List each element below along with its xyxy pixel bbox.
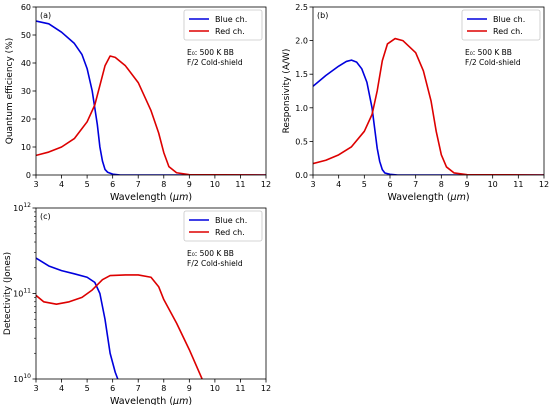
annotation-source: E₀: 500 K BB (187, 48, 234, 57)
y-tick-label: 0.0 (295, 171, 308, 180)
x-tick-label: 9 (187, 384, 192, 393)
x-tick-label: 7 (136, 180, 141, 189)
legend-box (183, 9, 263, 41)
legend-box (183, 210, 263, 242)
x-tick-label: 7 (136, 384, 141, 393)
series-line-blue (36, 257, 119, 379)
y-tick-label: 40 (21, 59, 31, 68)
legend-label: Red ch. (493, 27, 523, 36)
annotation-coldshield: F/2 Cold-shield (465, 58, 521, 67)
plot-frame (312, 6, 545, 176)
annotation-source: E₀: 500 K BB (187, 249, 234, 258)
y-tick-label: 30 (21, 87, 31, 96)
series-line-blue (313, 59, 544, 175)
x-tick-label: 10 (210, 180, 220, 189)
legend-box (461, 9, 541, 41)
series-line-red (36, 274, 203, 379)
y-tick-label: 1.0 (295, 104, 308, 113)
x-tick-label: 8 (161, 180, 166, 189)
y-axis-label: Responsivity (A/W) (282, 49, 292, 134)
x-tick-label: 8 (439, 180, 444, 189)
legend-label: Blue ch. (215, 216, 247, 225)
x-tick-label: 5 (362, 180, 367, 189)
series-line-red (313, 37, 544, 175)
y-tick-label: 0 (26, 171, 31, 180)
panel-label: (a) (40, 11, 51, 20)
x-axis-label: Wavelength (μm) (110, 396, 192, 405)
y-tick-label: 1012 (13, 202, 31, 213)
y-tick-label: 2.0 (295, 37, 308, 46)
x-tick-label: 5 (85, 384, 90, 393)
x-tick-label: 5 (85, 180, 90, 189)
x-tick-label: 12 (261, 180, 271, 189)
x-tick-label: 6 (387, 180, 392, 189)
y-axis-label: Detectivity (Jones) (3, 252, 13, 335)
x-tick-label: 6 (110, 384, 115, 393)
x-tick-label: 7 (413, 180, 418, 189)
legend-label: Red ch. (215, 27, 245, 36)
y-tick-label: 1010 (13, 373, 31, 384)
x-tick-label: 6 (110, 180, 115, 189)
x-tick-label: 4 (59, 384, 64, 393)
x-tick-label: 10 (488, 180, 498, 189)
x-tick-label: 3 (33, 384, 38, 393)
x-tick-label: 8 (161, 384, 166, 393)
x-tick-label: 3 (310, 180, 315, 189)
y-tick-label: 2.5 (295, 3, 308, 12)
series-line-red (36, 55, 266, 175)
annotation-source: E₀: 500 K BB (465, 48, 512, 57)
x-tick-label: 3 (33, 180, 38, 189)
y-tick-label: 60 (21, 3, 31, 12)
x-axis-label: Wavelength (μm) (387, 192, 469, 203)
legend-label: Blue ch. (215, 15, 247, 24)
annotation-coldshield: F/2 Cold-shield (187, 259, 243, 268)
annotation-coldshield: F/2 Cold-shield (187, 58, 243, 67)
y-tick-label: 1011 (13, 288, 31, 299)
y-tick-label: 10 (21, 143, 31, 152)
legend-label: Blue ch. (493, 15, 525, 24)
x-tick-label: 11 (513, 180, 523, 189)
y-tick-label: 20 (21, 115, 31, 124)
series-line-blue (36, 20, 266, 175)
x-axis-label: Wavelength (μm) (110, 192, 192, 203)
panel-label: (c) (40, 212, 51, 221)
panel-label: (b) (317, 11, 328, 20)
panel-b: 3 4 5 6 7 8 9 10 11 12 0.0 0.5 1.0 1.5 2.0 2.5 Wavelengt… (282, 3, 549, 203)
y-tick-label: 1.5 (295, 70, 308, 79)
y-tick-label: 0.5 (295, 137, 308, 146)
x-tick-label: 11 (235, 384, 245, 393)
x-tick-label: 12 (539, 180, 549, 189)
x-tick-label: 4 (336, 180, 341, 189)
x-tick-label: 12 (261, 384, 271, 393)
x-tick-label: 10 (210, 384, 220, 393)
x-tick-label: 9 (187, 180, 192, 189)
legend-label: Red ch. (215, 228, 245, 237)
y-tick-label: 50 (21, 31, 31, 40)
panel-a: 3 4 5 6 7 8 9 10 11 12 0 10 20 30 40 50 60 Wavelength (μm… (5, 3, 271, 203)
x-tick-label: 4 (59, 180, 64, 189)
y-axis-label: Quantum efficiency (%) (5, 38, 15, 145)
x-tick-label: 9 (464, 180, 469, 189)
x-tick-label: 11 (235, 180, 245, 189)
